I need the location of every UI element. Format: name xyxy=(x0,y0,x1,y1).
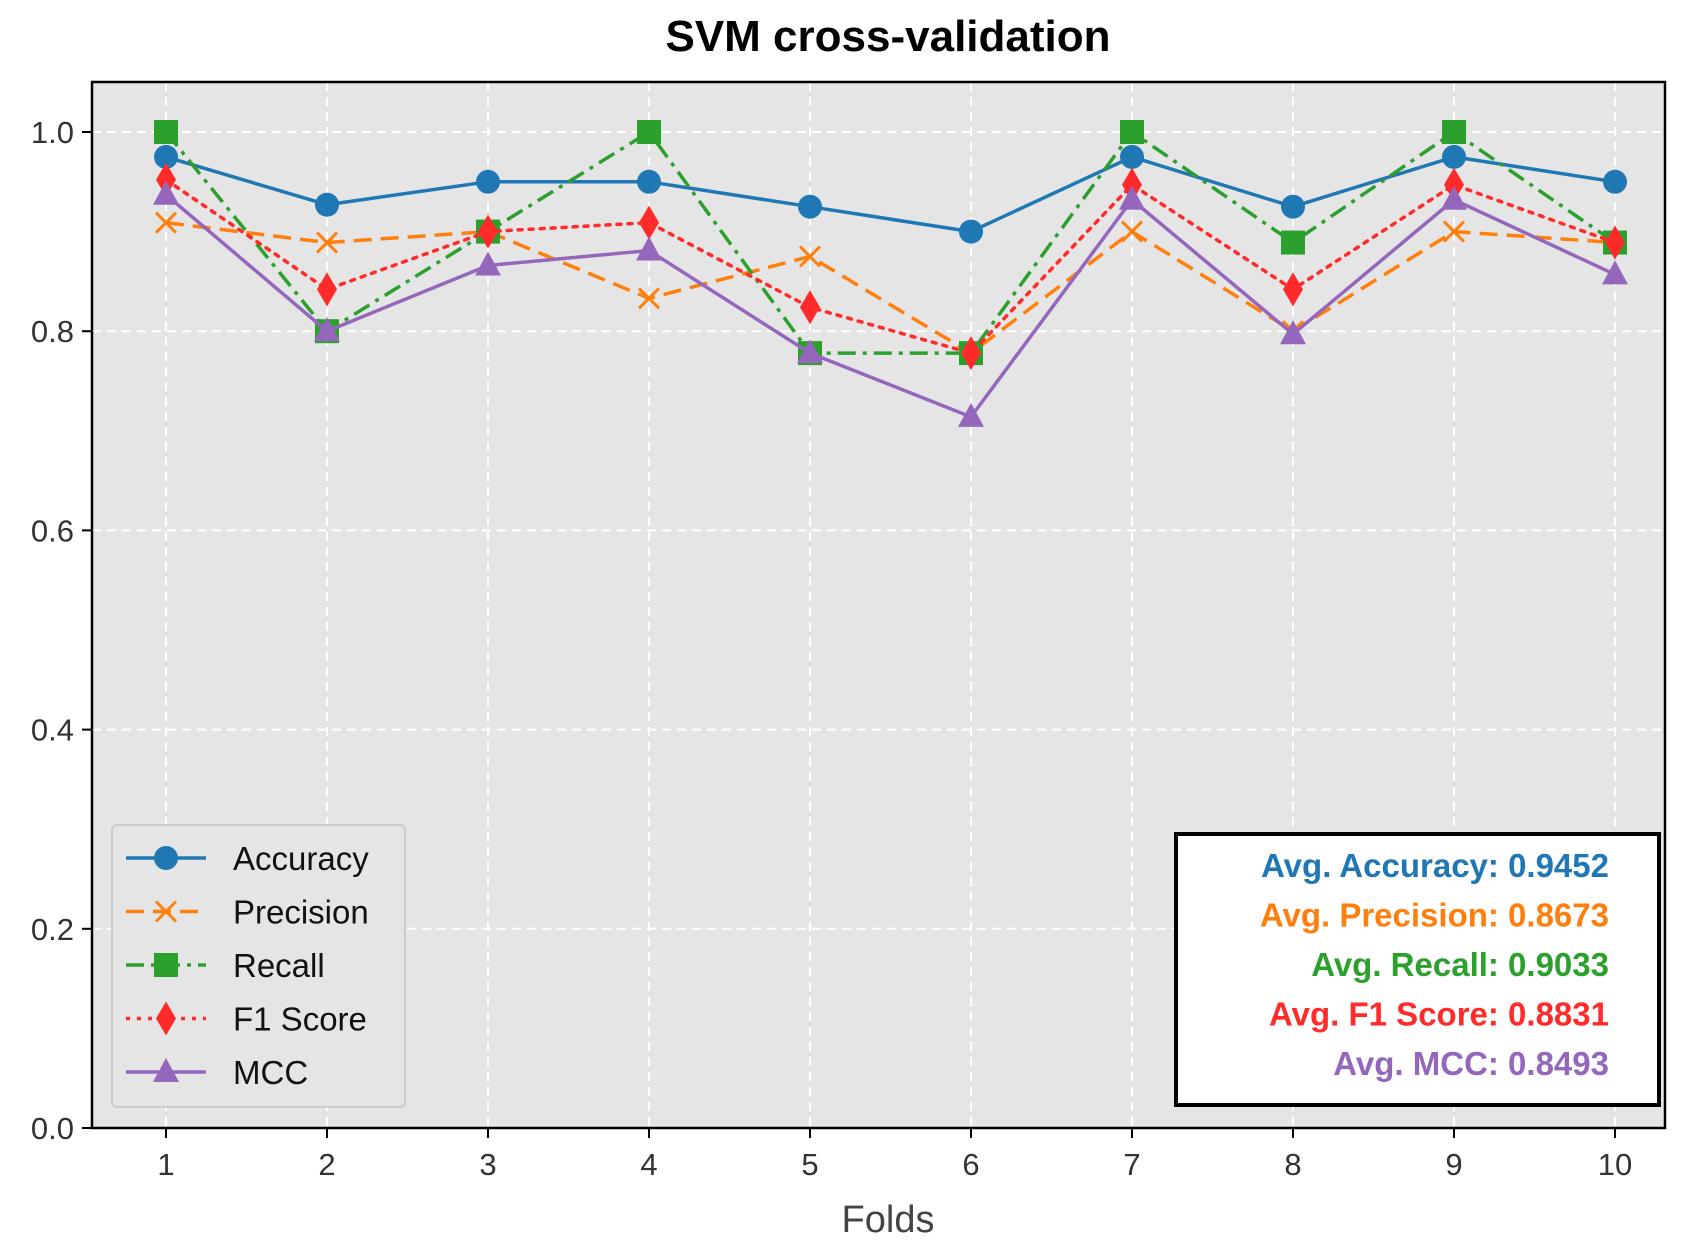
legend-label-f1-score: F1 Score xyxy=(233,1001,367,1038)
data-point-recall xyxy=(637,120,661,144)
data-point-recall xyxy=(154,120,178,144)
average-metrics-box: Avg. Accuracy: 0.9452 Avg. Precision: 0.8… xyxy=(1174,832,1661,1107)
data-point-f1-score xyxy=(639,205,659,240)
series-line-recall xyxy=(164,130,1616,355)
series-mcc xyxy=(153,180,1628,427)
data-point-accuracy xyxy=(154,144,178,169)
data-point-precision xyxy=(154,211,178,234)
data-point-mcc xyxy=(153,180,179,205)
data-point-f1-score xyxy=(156,162,176,197)
data-point-f1-score xyxy=(317,272,337,307)
data-point-f1-score xyxy=(1605,225,1625,260)
x-tick-label: 10 xyxy=(1598,1147,1632,1182)
legend-label-mcc: MCC xyxy=(233,1054,308,1091)
legend-marker-mcc xyxy=(153,1058,179,1082)
y-tick-label: 1.0 xyxy=(31,115,74,150)
data-point-accuracy xyxy=(637,169,661,194)
legend-marker-accuracy xyxy=(154,846,178,870)
data-point-mcc xyxy=(1602,260,1628,285)
legend-item-precision: Precision xyxy=(126,894,369,931)
data-point-accuracy xyxy=(1120,144,1144,169)
data-point-mcc xyxy=(1280,320,1306,345)
data-point-accuracy xyxy=(1281,194,1305,219)
data-point-accuracy xyxy=(959,219,983,244)
x-tick-label: 2 xyxy=(318,1147,335,1182)
series-f1-score xyxy=(156,162,1625,371)
legend-item-mcc: MCC xyxy=(126,1054,308,1091)
data-point-mcc xyxy=(958,402,984,427)
chart-title: SVM cross-validation xyxy=(665,12,1110,61)
average-metric-text: Avg. Precision: 0.8673 xyxy=(1260,897,1609,934)
y-tick-label: 0.8 xyxy=(31,314,74,349)
series-line-precision xyxy=(165,220,1616,355)
data-point-accuracy xyxy=(476,169,500,194)
data-point-precision xyxy=(798,245,822,268)
data-point-mcc xyxy=(475,251,501,276)
data-point-f1-score xyxy=(961,336,981,371)
data-point-f1-score xyxy=(1444,167,1464,202)
data-point-mcc xyxy=(314,317,340,342)
data-point-mcc xyxy=(797,339,823,364)
plot-frame xyxy=(90,80,1667,1130)
y-tick-label: 0.0 xyxy=(31,1111,74,1146)
legend-marker-recall xyxy=(154,953,178,977)
data-point-precision xyxy=(1442,220,1466,243)
legend-marker-f1-score xyxy=(156,1001,176,1036)
y-tick-label: 0.2 xyxy=(31,912,74,947)
data-point-precision xyxy=(1120,220,1144,243)
data-point-accuracy xyxy=(315,192,339,217)
data-point-recall xyxy=(1120,120,1144,144)
data-point-precision xyxy=(637,287,661,310)
x-tick-label: 9 xyxy=(1445,1147,1462,1182)
legend: Accuracy Precision Recall F1 Score MCC xyxy=(111,824,406,1108)
data-point-f1-score xyxy=(1122,167,1142,202)
axes: 0.0 0.2 0.4 0.6 0.8 1.0 1 2 3 4 5 6 7 8 9 10 xyxy=(31,115,1632,1182)
x-tick-label: 5 xyxy=(801,1147,818,1182)
data-point-recall xyxy=(1281,230,1305,255)
average-metric-text: Avg. Recall: 0.9033 xyxy=(1311,946,1609,983)
data-point-f1-score xyxy=(478,214,498,249)
average-box-frame xyxy=(1174,832,1661,1107)
data-point-accuracy xyxy=(1603,169,1627,194)
legend-box xyxy=(111,824,406,1108)
series-line-f1-score xyxy=(164,178,1617,355)
y-tick-label: 0.6 xyxy=(31,513,74,548)
legend-item-recall: Recall xyxy=(126,947,325,984)
legend-label-accuracy: Accuracy xyxy=(233,840,369,877)
average-metric-text: Avg. Accuracy: 0.9452 xyxy=(1261,847,1609,884)
legend-item-f1-score: F1 Score xyxy=(126,1001,367,1038)
data-point-recall xyxy=(1442,120,1466,144)
data-point-accuracy xyxy=(1442,144,1466,169)
x-tick-label: 6 xyxy=(962,1147,979,1182)
x-tick-label: 3 xyxy=(479,1147,496,1182)
legend-item-accuracy: Accuracy xyxy=(126,840,369,877)
y-tick-label: 0.4 xyxy=(31,713,74,748)
data-point-mcc xyxy=(1119,185,1145,210)
data-point-f1-score xyxy=(1283,272,1303,307)
series-accuracy xyxy=(154,144,1627,244)
series-line-mcc xyxy=(164,193,1616,419)
data-point-mcc xyxy=(636,236,662,261)
data-point-f1-score xyxy=(800,290,820,325)
series-layer xyxy=(153,120,1628,427)
data-point-mcc xyxy=(1441,185,1467,210)
average-metric-text: Avg. MCC: 0.8493 xyxy=(1333,1045,1609,1082)
legend-label-recall: Recall xyxy=(233,947,325,984)
x-tick-label: 1 xyxy=(157,1147,174,1182)
data-point-precision xyxy=(315,231,339,254)
x-tick-label: 7 xyxy=(1123,1147,1140,1182)
series-line-accuracy xyxy=(165,155,1616,234)
x-tick-label: 4 xyxy=(640,1147,657,1182)
legend-marker-precision xyxy=(154,900,178,923)
legend-label-precision: Precision xyxy=(233,894,369,931)
data-point-accuracy xyxy=(798,194,822,219)
average-metric-text: Avg. F1 Score: 0.8831 xyxy=(1269,996,1609,1033)
x-tick-label: 8 xyxy=(1284,1147,1301,1182)
x-axis-label: Folds xyxy=(842,1199,935,1241)
